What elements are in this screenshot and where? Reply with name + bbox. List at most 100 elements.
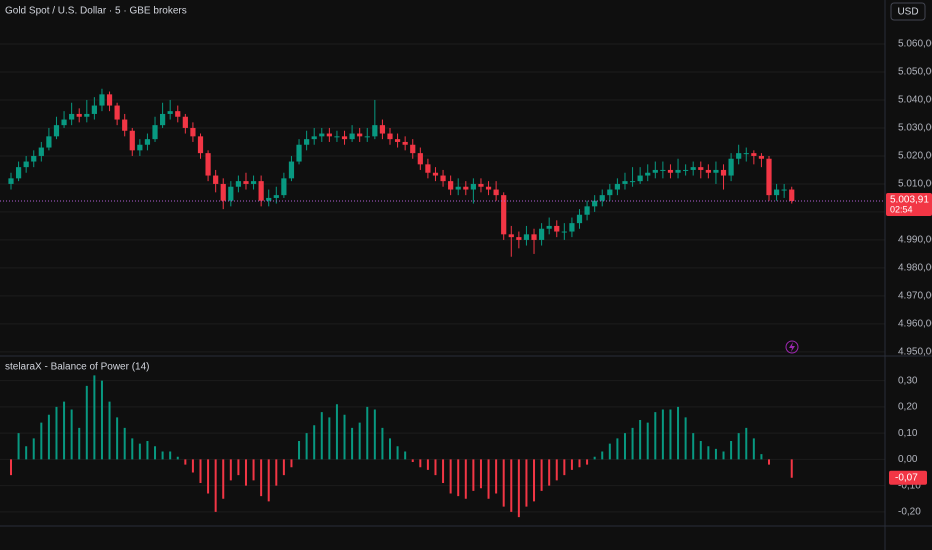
candle-body xyxy=(440,175,446,182)
bop-bar xyxy=(305,433,308,460)
candle-body xyxy=(182,116,188,128)
candle-body xyxy=(106,94,113,106)
bop-bar xyxy=(116,417,119,460)
bop-bar xyxy=(722,451,725,460)
bop-bar xyxy=(191,459,194,473)
candle-body xyxy=(607,189,613,196)
candle-body xyxy=(652,169,658,173)
candle-body xyxy=(69,113,75,120)
candle-body xyxy=(629,181,636,183)
y-tick-label: 5.020,00 xyxy=(898,151,932,162)
bop-bar xyxy=(47,414,50,460)
candle-body xyxy=(53,125,60,137)
bop-bar xyxy=(752,438,755,460)
bop-bar xyxy=(692,433,695,460)
candle-body xyxy=(789,189,795,201)
candle-body xyxy=(637,175,643,182)
candle-body xyxy=(736,153,742,159)
candle-body xyxy=(508,234,514,238)
candle-body xyxy=(523,234,530,240)
bop-bar xyxy=(737,433,740,460)
bop-bar xyxy=(298,441,301,460)
bop-bar xyxy=(222,459,225,499)
bop-bar xyxy=(699,441,702,460)
bop-bar xyxy=(207,459,210,494)
candle-body xyxy=(144,139,151,145)
candle-body xyxy=(425,164,431,173)
candle-body xyxy=(728,158,734,176)
candle-body xyxy=(76,113,82,117)
candle-body xyxy=(91,105,97,114)
candle-body xyxy=(190,127,196,137)
candle-body xyxy=(281,178,287,196)
candle-body xyxy=(220,183,226,201)
candle-body xyxy=(516,237,522,240)
candle-body xyxy=(751,153,757,156)
bop-bar xyxy=(684,417,687,460)
bop-bar xyxy=(578,459,581,468)
candle-body xyxy=(402,141,408,145)
bop-bar xyxy=(555,459,558,481)
lightning-icon[interactable] xyxy=(785,340,799,354)
candle-body xyxy=(493,189,499,196)
candle-body xyxy=(296,144,302,162)
candle-body xyxy=(622,181,628,184)
bop-bar xyxy=(707,446,710,460)
candle-body xyxy=(410,144,416,154)
candle-body xyxy=(243,181,249,184)
bop-bar xyxy=(449,459,452,494)
y-tick-label: 0,00 xyxy=(898,454,918,465)
candle-body xyxy=(205,153,211,176)
candle-body xyxy=(235,181,241,187)
bop-bar xyxy=(78,427,81,460)
candle-body xyxy=(99,94,105,106)
bop-bar xyxy=(176,456,179,460)
bop-bar xyxy=(313,425,316,460)
candle-body xyxy=(84,113,90,117)
bop-bar xyxy=(768,459,770,465)
candle-body xyxy=(349,133,355,140)
bop-bar xyxy=(404,451,407,460)
bop-bar xyxy=(10,459,12,476)
candle-body xyxy=(288,161,295,179)
bop-bar xyxy=(25,446,28,460)
bop-bar xyxy=(161,451,164,460)
bop-bar xyxy=(593,456,596,460)
bop-bar xyxy=(131,438,134,460)
bop-bar xyxy=(623,433,626,460)
candle-body xyxy=(319,133,325,137)
candle-body xyxy=(569,223,575,232)
y-tick-label: 4.990,00 xyxy=(898,235,932,246)
bop-bar xyxy=(237,459,240,476)
bop-bar xyxy=(229,459,232,481)
bop-bar xyxy=(525,459,528,507)
candle-body xyxy=(539,228,545,240)
candle-body xyxy=(683,169,689,171)
bop-bar xyxy=(40,422,43,460)
candle-body xyxy=(501,195,507,235)
bop-bar xyxy=(426,459,429,470)
bop-bar xyxy=(760,454,763,460)
bop-bar xyxy=(63,401,66,460)
candle-body xyxy=(394,139,401,142)
candle-body xyxy=(743,153,749,155)
bop-bar xyxy=(358,422,361,460)
bop-bar xyxy=(381,427,384,460)
y-tick-label: 4.980,00 xyxy=(898,263,932,274)
countdown-label: 02:54 xyxy=(890,204,913,214)
last-price-label: 5.003,91 xyxy=(890,195,929,206)
candle-body xyxy=(675,169,681,173)
currency-button[interactable] xyxy=(890,2,926,21)
bop-bar xyxy=(373,409,376,460)
bop-bar xyxy=(472,459,475,491)
bop-bar xyxy=(85,385,88,460)
candle-body xyxy=(31,155,37,162)
candle-body xyxy=(152,125,158,140)
bop-bar xyxy=(442,459,445,483)
candle-body xyxy=(379,125,386,134)
currency-label[interactable]: USD xyxy=(897,7,918,18)
candle-body xyxy=(23,161,29,168)
bop-bar xyxy=(639,420,642,460)
y-tick-label: 5.040,00 xyxy=(898,95,932,106)
bop-bar xyxy=(138,443,141,460)
